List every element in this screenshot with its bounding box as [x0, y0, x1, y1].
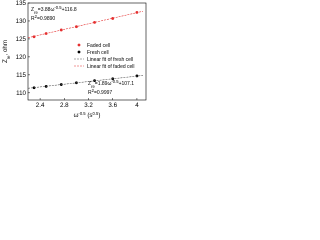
annotation-part: R [31, 16, 35, 22]
point [32, 35, 36, 39]
x-tick-label: 4 [135, 102, 139, 109]
annotation-part: =3.88ω [38, 7, 55, 13]
fit-line [27, 10, 144, 39]
y-tick-label: 110 [16, 90, 26, 97]
x-tick-label: 3.2 [84, 102, 93, 109]
annotation-part: 2 [92, 88, 95, 93]
y-tick-label: 120 [16, 54, 27, 61]
x-tick-label: 3.6 [108, 102, 117, 109]
annotation-part: +107.1 [119, 81, 135, 87]
x-axis-label: ω-0.5 (s0.5) [74, 111, 101, 120]
plot-frame [27, 2, 147, 101]
annotation-part: Z [31, 7, 34, 13]
y-axis-label-part: , ohm [2, 40, 9, 55]
x-axis-label-part: -0.5 [78, 111, 86, 116]
background [0, 0, 150, 119]
annotation-part: +116.8 [62, 7, 77, 13]
x-tick-label: 2.4 [36, 102, 45, 109]
y-axis-label-part: Z [2, 59, 9, 63]
annotation-part: re [34, 10, 38, 15]
annotation-part: -0.5 [111, 79, 119, 84]
annotation: R2=0.9890 [31, 14, 55, 23]
legend-label: Linear fit of fresh cell [87, 57, 133, 63]
legend-label: Fresh cell [87, 50, 109, 56]
annotation: R2=0.9997 [88, 88, 112, 97]
fit-line [27, 75, 144, 89]
x-tick-label: 2.8 [60, 102, 69, 109]
x-axis-label-part: 0.5 [93, 111, 99, 116]
y-tick-label: 115 [16, 72, 26, 79]
legend-marker [77, 43, 81, 47]
annotation-part: -0.5 [54, 5, 62, 10]
annotation-part: =1.89ω [95, 81, 112, 87]
y-tick-label: 130 [16, 18, 27, 25]
y-tick-label: 125 [16, 36, 27, 43]
annotation-part: 2 [35, 14, 38, 19]
annotation-part: =0.9997 [94, 90, 112, 96]
annotation-part: Z [88, 81, 91, 87]
x-axis-label-part: (s [86, 112, 93, 119]
y-axis-label-part: re [6, 55, 11, 59]
annotation-part: =0.9890 [37, 16, 55, 22]
legend-marker [77, 50, 81, 54]
legend-label: Linear fit of faded cell [87, 64, 135, 70]
annotation-part: R [88, 90, 92, 96]
x-axis-label-part: ) [98, 112, 100, 119]
point [93, 21, 96, 24]
annotation: Zre=1.89ω-0.5+107.1 [88, 79, 134, 89]
legend-label: Faded cell [87, 43, 110, 49]
y-axis-label: Zre, ohm [2, 40, 11, 63]
x-axis-label-part: ω [74, 112, 79, 119]
annotation-part: re [91, 84, 95, 89]
y-tick-label: 135 [16, 0, 27, 7]
annotation: Zre=3.88ω-0.5+116.8 [31, 5, 77, 15]
